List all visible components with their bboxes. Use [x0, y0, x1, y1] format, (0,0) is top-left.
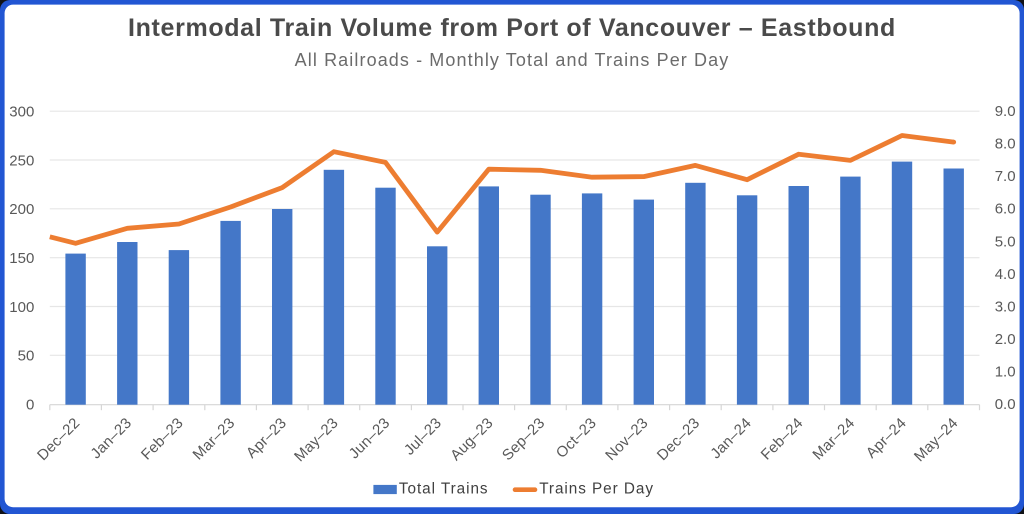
svg-text:200: 200 — [9, 201, 34, 218]
svg-text:250: 250 — [9, 152, 34, 169]
svg-text:Intermodal Train Volume from P: Intermodal Train Volume from Port of Van… — [128, 14, 896, 42]
svg-text:Total Trains: Total Trains — [399, 481, 489, 498]
svg-text:Trains Per Day: Trains Per Day — [539, 481, 654, 498]
svg-text:7.0: 7.0 — [995, 168, 1016, 185]
svg-text:6.0: 6.0 — [995, 201, 1016, 218]
svg-text:4.0: 4.0 — [995, 266, 1016, 283]
svg-text:9.0: 9.0 — [995, 103, 1016, 120]
svg-text:3.0: 3.0 — [995, 298, 1016, 315]
svg-text:50: 50 — [18, 348, 35, 365]
svg-text:0: 0 — [26, 397, 34, 414]
svg-text:2.0: 2.0 — [995, 331, 1016, 348]
svg-text:100: 100 — [9, 299, 34, 316]
svg-text:1.0: 1.0 — [995, 364, 1016, 381]
svg-text:8.0: 8.0 — [995, 136, 1016, 153]
svg-text:All Railroads - Monthly Total: All Railroads - Monthly Total and Trains… — [295, 50, 730, 70]
svg-text:300: 300 — [9, 104, 34, 121]
svg-text:150: 150 — [9, 250, 34, 267]
svg-text:0.0: 0.0 — [995, 396, 1016, 413]
svg-text:5.0: 5.0 — [995, 233, 1016, 250]
